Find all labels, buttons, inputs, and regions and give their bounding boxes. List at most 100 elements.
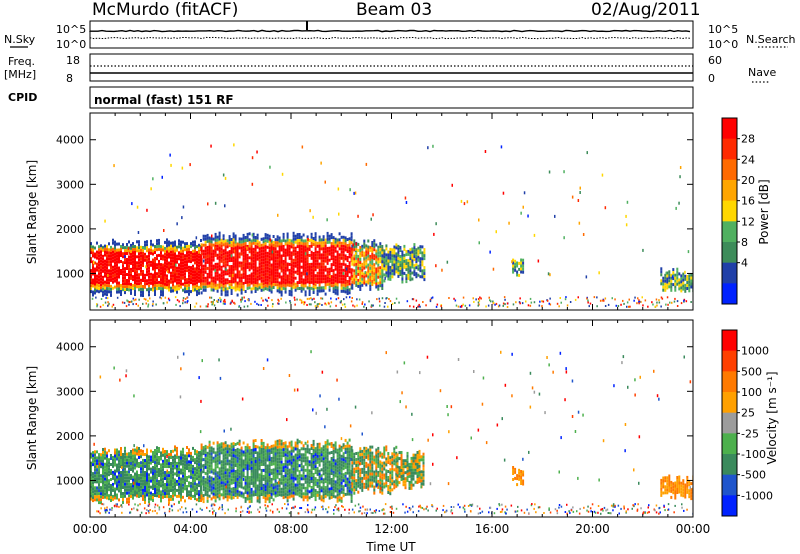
echo-cell <box>226 459 229 463</box>
echo-cell <box>248 262 251 266</box>
echo-cell <box>98 489 100 493</box>
echo-cell <box>397 262 400 266</box>
echo-cell <box>258 479 261 483</box>
echo-cell <box>98 492 100 496</box>
echo-cell <box>154 485 156 488</box>
echo-cell <box>140 263 142 267</box>
echo-cell <box>686 278 689 281</box>
echo-cell <box>377 248 380 252</box>
echo-cell <box>276 466 279 470</box>
echo-cell <box>104 265 106 269</box>
echo-cell <box>268 455 271 459</box>
echo-cell <box>254 266 257 269</box>
scatter-point <box>175 263 177 267</box>
echo-cell <box>176 266 178 270</box>
echo-cell <box>232 475 235 479</box>
echo-cell <box>294 486 297 490</box>
echo-cell <box>346 238 349 241</box>
echo-cell <box>316 289 319 293</box>
echo-cell <box>138 276 140 280</box>
echo-cell <box>124 285 126 289</box>
echo-cell <box>216 256 219 260</box>
echo-cell <box>298 281 301 284</box>
echo-cell <box>156 248 158 252</box>
echo-cell <box>409 254 412 258</box>
echo-cell <box>238 448 241 452</box>
echo-cell <box>194 246 196 250</box>
echo-cell <box>256 469 259 473</box>
echo-cell <box>254 254 257 257</box>
echo-cell <box>381 281 384 284</box>
echo-cell <box>409 269 412 273</box>
echo-cell <box>292 273 295 277</box>
echo-cell <box>224 263 227 267</box>
scatter-point <box>579 191 581 194</box>
echo-cell <box>168 282 170 286</box>
noise-tick-right-bottom: 10^0 <box>708 38 738 51</box>
echo-cell <box>198 469 200 473</box>
echo-cell <box>100 498 102 502</box>
echo-cell <box>184 248 186 252</box>
echo-cell <box>389 259 392 263</box>
echo-cell <box>230 277 233 280</box>
echo-cell <box>102 484 104 487</box>
echo-cell <box>250 496 253 500</box>
echo-cell <box>202 467 205 471</box>
echo-cell <box>174 481 176 485</box>
echo-cell <box>302 486 305 490</box>
clutter-point <box>504 298 506 301</box>
echo-cell <box>336 262 339 266</box>
echo-cell <box>126 285 128 288</box>
echo-cell <box>361 265 364 269</box>
echo-cell <box>150 260 152 264</box>
echo-cell <box>423 272 426 276</box>
echo-cell <box>346 274 349 277</box>
echo-cell <box>146 487 148 491</box>
echo-cell <box>198 243 200 247</box>
echo-cell <box>134 287 136 290</box>
echo-cell <box>118 290 120 294</box>
echo-cell <box>180 456 182 460</box>
echo-cell <box>172 488 174 492</box>
echo-cell <box>102 293 104 297</box>
echo-cell <box>130 282 132 286</box>
echo-cell <box>124 279 126 283</box>
echo-cell <box>272 271 275 274</box>
clutter-point <box>223 298 226 301</box>
echo-cell <box>292 285 295 289</box>
echo-cell <box>132 245 134 249</box>
echo-cell <box>96 486 98 490</box>
echo-cell <box>202 234 205 238</box>
echo-cell <box>160 290 162 294</box>
echo-cell <box>216 477 219 481</box>
clutter-point <box>506 306 509 308</box>
clutter-point <box>260 304 262 306</box>
echo-cell <box>250 454 253 458</box>
echo-cell <box>94 492 96 496</box>
echo-cell <box>389 268 392 272</box>
echo-cell <box>411 256 414 260</box>
echo-cell <box>276 289 279 293</box>
echo-cell <box>156 485 158 489</box>
scatter-point <box>355 252 357 256</box>
echo-cell <box>122 477 124 480</box>
echo-cell <box>116 275 118 279</box>
echo-cell <box>244 281 247 284</box>
echo-cell <box>276 235 279 239</box>
echo-cell <box>184 269 186 273</box>
echo-cell <box>200 285 203 289</box>
echo-cell <box>136 446 138 450</box>
echo-cell <box>154 251 156 254</box>
echo-cell <box>322 241 325 245</box>
echo-cell <box>178 239 180 243</box>
echo-cell <box>158 268 160 272</box>
echo-cell <box>202 285 205 289</box>
echo-cell <box>190 275 192 279</box>
echo-cell <box>210 255 213 259</box>
echo-cell <box>152 475 154 478</box>
echo-cell <box>276 448 279 452</box>
echo-cell <box>212 237 215 241</box>
echo-cell <box>351 250 354 254</box>
echo-cell <box>214 469 217 473</box>
echo-cell <box>112 265 114 269</box>
